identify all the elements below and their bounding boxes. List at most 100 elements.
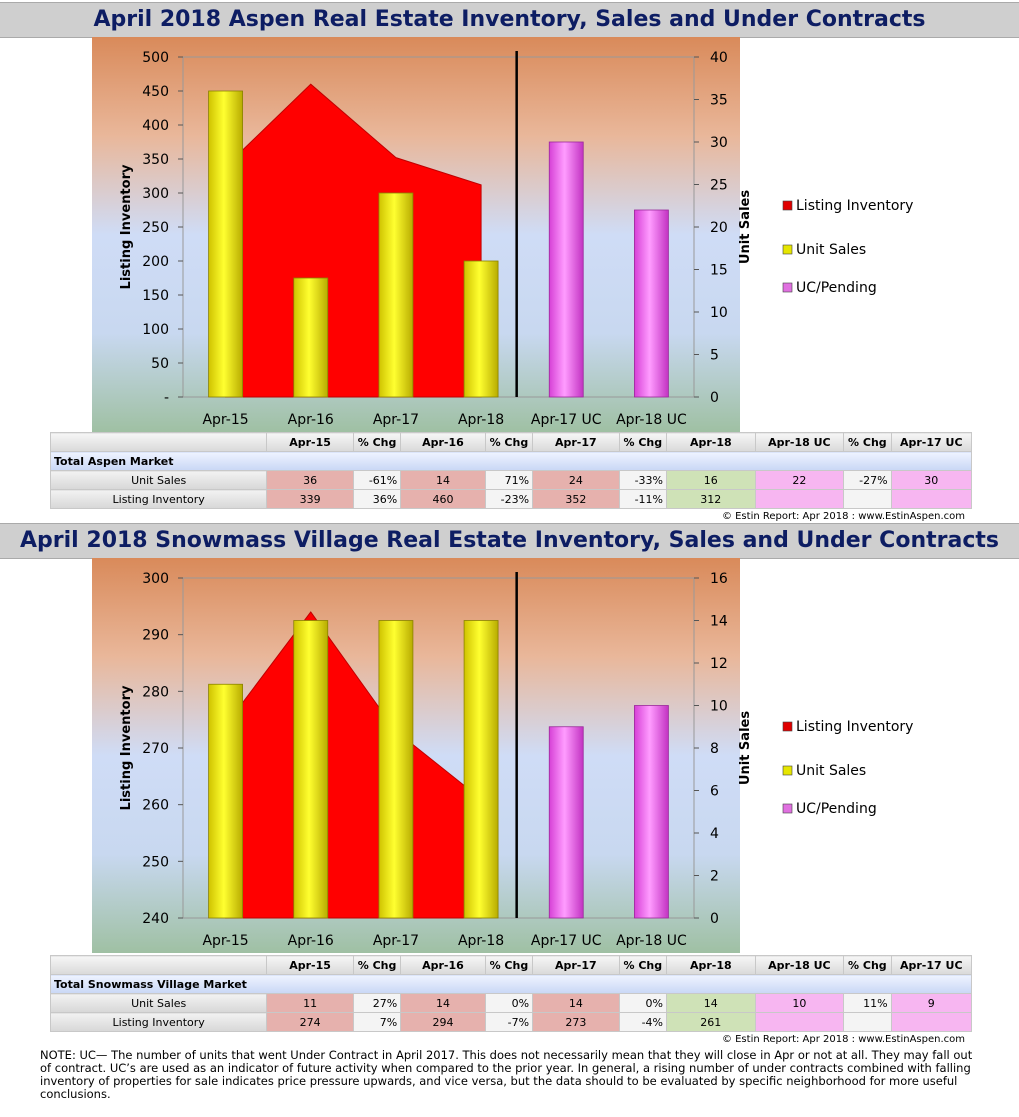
table-header-cell: % Chg (352, 955, 402, 975)
legend-swatch (782, 803, 793, 814)
legend-swatch (782, 282, 793, 293)
left-tick-label: - (164, 390, 169, 406)
table-header-cell: Apr-18 UC (754, 955, 845, 975)
category-label: Apr-15 (202, 412, 248, 428)
table-header-cell: Apr-17 (532, 955, 620, 975)
table-cell: 11% (843, 993, 892, 1013)
category-label: Apr-17 (373, 412, 419, 428)
left-tick-label: 400 (142, 118, 169, 134)
category-label: Apr-18 UC (616, 412, 687, 428)
legend-label: UC/Pending (796, 280, 877, 296)
table-header-cell: % Chg (484, 432, 534, 452)
table-cell (843, 489, 892, 509)
left-tick-label: 350 (142, 152, 169, 168)
right-tick-label: 2 (710, 869, 719, 885)
table-cell: 274 (266, 1012, 354, 1032)
uc-pending-bar (634, 705, 669, 919)
table-header-cell: % Chg (843, 432, 892, 452)
table-header-cell: Apr-15 (266, 955, 354, 975)
right-tick-label: 12 (710, 656, 728, 672)
right-tick-label: 25 (710, 178, 728, 194)
table-row: Listing Inventory 339 36% 460 -23% 352 -11% 312 (49, 489, 973, 509)
right-tick-label: 5 (710, 348, 719, 364)
left-tick-label: 450 (142, 84, 169, 100)
row-label: Unit Sales (49, 470, 268, 490)
table-cell: 36% (352, 489, 402, 509)
right-tick-label: 0 (710, 390, 719, 406)
right-tick-label: 40 (710, 50, 728, 66)
table-row: Listing Inventory 274 7% 294 -7% 273 -4% 261 (49, 1012, 973, 1032)
legend-label: UC/Pending (796, 801, 877, 817)
legend-label: Unit Sales (796, 242, 866, 258)
table-header-cell: Apr-18 UC (754, 432, 845, 452)
table-header-cell (49, 432, 268, 452)
table-cell: 14 (400, 470, 486, 490)
unit-sales-bar (208, 683, 243, 919)
table-cell: 273 (532, 1012, 620, 1032)
right-tick-label: 20 (710, 220, 728, 236)
table-cell: 294 (400, 1012, 486, 1032)
table-cell: 0% (618, 993, 667, 1013)
left-axis-title: Listing Inventory (119, 164, 134, 289)
table-header-row: Apr-15% Chg Apr-16% Chg Apr-17% Chg Apr-18 A… (49, 955, 973, 975)
table-cell: -4% (618, 1012, 667, 1032)
left-tick-label: 260 (142, 798, 169, 814)
table-cell: -33% (618, 470, 667, 490)
right-tick-label: 4 (710, 826, 719, 842)
snowmass-credit: © Estin Report: Apr 2018 : www.EstinAspe… (721, 1034, 965, 1045)
table-cell (754, 1012, 845, 1032)
category-label: Apr-17 (373, 933, 419, 949)
left-tick-label: 100 (142, 322, 169, 338)
table-cell: 14 (665, 993, 756, 1013)
right-tick-label: 10 (710, 699, 728, 715)
row-label: Unit Sales (49, 993, 268, 1013)
snowmass-chart: 240 250 260 270 280 290 300 0 2 4 6 8 10 12 14 16 Listin… (92, 558, 913, 953)
table-cell: -61% (352, 470, 402, 490)
left-tick-label: 250 (142, 854, 169, 870)
aspen-stats-table: Apr-15% Chg Apr-16% Chg Apr-17% Chg Apr-18 A… (49, 432, 973, 509)
right-tick-label: 35 (710, 93, 728, 109)
right-tick-label: 16 (710, 571, 728, 587)
table-cell: 22 (754, 470, 845, 490)
table-cell: 7% (352, 1012, 402, 1032)
table-header-cell: Apr-18 (665, 432, 756, 452)
category-label: Apr-15 (202, 933, 248, 949)
table-header-cell: Apr-17 UC (890, 432, 973, 452)
table-header-cell: Apr-16 (400, 432, 486, 452)
left-tick-label: 300 (142, 571, 169, 587)
legend-label: Unit Sales (796, 763, 866, 779)
table-row: Unit Sales 36 -61% 14 71% 24 -33% 16 22 -27% 30 (49, 470, 973, 490)
table-cell: 30 (890, 470, 973, 490)
snowmass-stats-table: Apr-15% Chg Apr-16% Chg Apr-17% Chg Apr-18 A… (49, 955, 973, 1032)
table-cell: -7% (484, 1012, 534, 1032)
left-tick-label: 250 (142, 220, 169, 236)
category-label: Apr-18 (458, 933, 504, 949)
table-header-cell: Apr-16 (400, 955, 486, 975)
table-cell: 0% (484, 993, 534, 1013)
legend-swatch (782, 765, 793, 776)
category-label: Apr-18 UC (616, 933, 687, 949)
table-cell: 71% (484, 470, 534, 490)
table-cell (754, 489, 845, 509)
category-label: Apr-17 UC (531, 933, 602, 949)
aspen-credit: © Estin Report: Apr 2018 : www.EstinAspe… (721, 511, 965, 522)
legend-swatch (782, 721, 793, 732)
market-label: Total Aspen Market (50, 451, 972, 471)
left-tick-label: 150 (142, 288, 169, 304)
aspen-title: April 2018 Aspen Real Estate Inventory, … (0, 2, 1019, 38)
left-tick-label: 500 (142, 50, 169, 66)
table-cell: -27% (843, 470, 892, 490)
row-label: Listing Inventory (49, 1012, 268, 1032)
table-header-cell (49, 955, 268, 975)
table-cell: -23% (484, 489, 534, 509)
right-tick-label: 8 (710, 741, 719, 757)
unit-sales-bar (208, 90, 243, 398)
right-axis-title: Unit Sales (738, 190, 753, 264)
table-cell: 339 (266, 489, 354, 509)
row-label: Listing Inventory (49, 489, 268, 509)
table-header-cell: % Chg (618, 432, 667, 452)
table-cell: 10 (754, 993, 845, 1013)
table-cell (843, 1012, 892, 1032)
category-label: Apr-18 (458, 412, 504, 428)
right-tick-label: 15 (710, 263, 728, 279)
